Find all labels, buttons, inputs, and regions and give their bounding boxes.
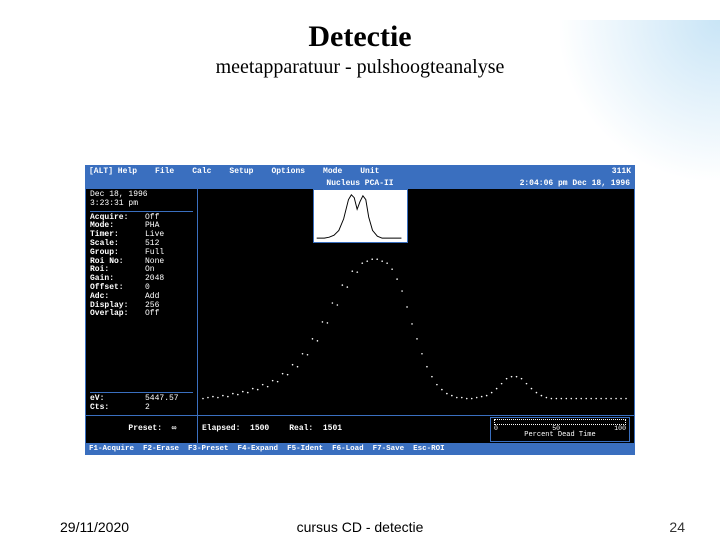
titlebar-timestamp: 2:04:06 pm Dec 18, 1996: [520, 178, 630, 189]
dead-scale-0: 0: [494, 425, 498, 432]
fkey-acquire[interactable]: F1-Acquire: [89, 445, 134, 453]
session-time: 3:23:31 pm: [90, 200, 193, 209]
menu-memory: 311K: [612, 168, 631, 177]
dead-scale-100: 100: [614, 425, 626, 432]
fkey-preset[interactable]: F3-Preset: [188, 445, 229, 453]
cts-value: 2: [145, 404, 150, 413]
slide-title: Detectie: [0, 20, 720, 54]
ev-value: 5447.57: [145, 395, 179, 404]
dead-time-track: [494, 419, 626, 425]
param-value: Off: [145, 310, 159, 319]
menu-calc[interactable]: Calc: [192, 168, 211, 177]
footer-center: cursus CD - detectie: [297, 519, 424, 535]
titlebar: Nucleus PCA-II 2:04:06 pm Dec 18, 1996: [86, 178, 634, 189]
param-row: Overlap:Off: [90, 310, 193, 319]
menu-setup[interactable]: Setup: [229, 168, 253, 177]
sidebar: Dec 18, 1996 3:23:31 pm Acquire:OffMode:…: [86, 189, 198, 415]
params-block: Acquire:OffMode:PHATimer:LiveScale:512Gr…: [90, 214, 193, 320]
elapsed-label: Elapsed:: [202, 424, 240, 433]
elapsed-value: 1500: [250, 424, 269, 433]
slide-subtitle: meetapparatuur - pulshoogteanalyse: [0, 56, 720, 79]
menu-file[interactable]: File: [155, 168, 174, 177]
menu-unit[interactable]: Unit: [360, 168, 379, 177]
app-title: Nucleus PCA-II: [326, 179, 393, 188]
footer-date: 29/11/2020: [60, 519, 129, 535]
fkey-ident[interactable]: F5-Ident: [287, 445, 323, 453]
fkey-save[interactable]: F7-Save: [373, 445, 405, 453]
real-value: 1501: [323, 424, 342, 433]
fkey-bar: F1-Acquire F2-Erase F3-Preset F4-Expand …: [86, 443, 634, 455]
preset-label: Preset:: [128, 424, 162, 433]
param-label: Overlap:: [90, 310, 145, 319]
pca-app-window: [ALT] Help File Calc Setup Options Mode …: [85, 165, 635, 455]
fkey-roi[interactable]: Esc-ROI: [413, 445, 445, 453]
fkey-load[interactable]: F6-Load: [332, 445, 364, 453]
preset-value: ∞: [172, 424, 177, 433]
main-spectrum-chart: [198, 189, 634, 415]
slide-footer: 29/11/2020 cursus CD - detectie 24: [0, 519, 720, 535]
menubar: [ALT] Help File Calc Setup Options Mode …: [86, 166, 634, 178]
fkey-expand[interactable]: F4-Expand: [238, 445, 279, 453]
dead-time-label: Percent Dead Time: [494, 432, 626, 440]
real-label: Real:: [289, 424, 313, 433]
fkey-erase[interactable]: F2-Erase: [143, 445, 179, 453]
spectrum-area: [198, 189, 634, 415]
menu-help[interactable]: [ALT] Help: [89, 168, 137, 177]
menu-options[interactable]: Options: [271, 168, 305, 177]
cts-label: Cts:: [90, 404, 145, 413]
dead-time-meter: 0 50 100 Percent Dead Time: [490, 417, 630, 442]
footer-page: 24: [669, 519, 685, 535]
readout-block: eV: 5447.57 Cts: 2: [90, 392, 193, 413]
inset-spectrum-chart: [313, 189, 408, 243]
session-block: Dec 18, 1996 3:23:31 pm: [90, 191, 193, 212]
menu-mode[interactable]: Mode: [323, 168, 342, 177]
status-bar: Preset: ∞ Elapsed: 1500 Real: 1501 0 50 …: [86, 415, 634, 443]
